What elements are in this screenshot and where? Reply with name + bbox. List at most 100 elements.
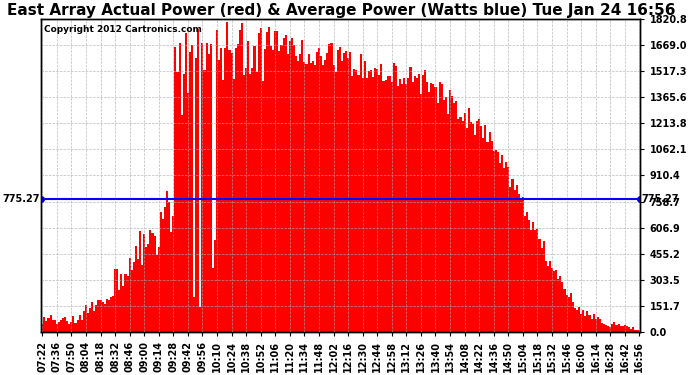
Bar bbox=[493, 151, 495, 332]
Bar bbox=[605, 325, 607, 332]
Bar bbox=[54, 320, 56, 332]
Bar bbox=[306, 63, 308, 332]
Bar bbox=[308, 54, 310, 332]
Bar bbox=[388, 76, 391, 332]
Bar bbox=[495, 150, 497, 332]
Bar bbox=[230, 53, 233, 332]
Bar bbox=[154, 236, 156, 332]
Bar bbox=[489, 132, 491, 332]
Bar bbox=[251, 68, 253, 332]
Bar bbox=[378, 75, 380, 332]
Bar bbox=[497, 152, 499, 332]
Bar bbox=[470, 122, 472, 332]
Bar bbox=[152, 233, 154, 332]
Bar bbox=[191, 45, 193, 332]
Bar bbox=[43, 317, 46, 332]
Bar bbox=[114, 268, 116, 332]
Bar bbox=[259, 28, 262, 332]
Bar bbox=[439, 82, 441, 332]
Bar bbox=[79, 315, 81, 332]
Bar bbox=[318, 48, 320, 332]
Bar bbox=[187, 93, 189, 332]
Bar bbox=[509, 187, 511, 332]
Bar bbox=[553, 272, 555, 332]
Bar bbox=[58, 322, 60, 332]
Bar bbox=[328, 44, 331, 332]
Bar bbox=[589, 315, 591, 332]
Bar bbox=[81, 320, 83, 332]
Bar bbox=[482, 138, 484, 332]
Bar bbox=[566, 295, 568, 332]
Bar bbox=[349, 52, 351, 332]
Bar bbox=[266, 32, 268, 332]
Bar bbox=[426, 81, 428, 332]
Title: East Array Actual Power (red) & Average Power (Watts blue) Tue Jan 24 16:56: East Array Actual Power (red) & Average … bbox=[7, 3, 675, 18]
Bar bbox=[520, 200, 522, 332]
Bar bbox=[416, 78, 418, 332]
Bar bbox=[281, 45, 283, 332]
Bar bbox=[580, 314, 582, 332]
Bar bbox=[607, 326, 609, 332]
Bar bbox=[145, 247, 148, 332]
Bar bbox=[351, 76, 353, 332]
Bar bbox=[418, 74, 420, 332]
Bar bbox=[578, 307, 580, 332]
Bar bbox=[505, 162, 507, 332]
Bar bbox=[511, 179, 513, 332]
Bar bbox=[264, 49, 266, 332]
Bar bbox=[179, 43, 181, 332]
Bar bbox=[355, 70, 357, 332]
Bar bbox=[141, 266, 143, 332]
Bar bbox=[447, 114, 449, 332]
Bar bbox=[347, 58, 349, 332]
Bar bbox=[574, 308, 576, 332]
Bar bbox=[339, 48, 341, 332]
Bar bbox=[170, 232, 172, 332]
Bar bbox=[613, 322, 615, 332]
Bar bbox=[64, 317, 66, 332]
Bar bbox=[126, 276, 128, 332]
Bar bbox=[393, 63, 395, 332]
Bar bbox=[576, 310, 578, 332]
Bar bbox=[183, 74, 185, 332]
Bar bbox=[536, 229, 538, 332]
Bar bbox=[239, 30, 241, 332]
Bar bbox=[293, 45, 295, 332]
Bar bbox=[77, 320, 79, 332]
Bar bbox=[632, 327, 634, 332]
Bar bbox=[609, 327, 611, 332]
Bar bbox=[249, 74, 251, 332]
Bar bbox=[428, 92, 431, 332]
Bar bbox=[255, 72, 257, 332]
Bar bbox=[316, 52, 318, 332]
Bar bbox=[593, 314, 595, 332]
Bar bbox=[391, 82, 393, 332]
Bar bbox=[314, 65, 316, 332]
Bar bbox=[289, 41, 291, 332]
Bar bbox=[235, 48, 237, 332]
Bar bbox=[241, 23, 243, 332]
Bar bbox=[62, 318, 64, 332]
Bar bbox=[374, 68, 376, 332]
Bar bbox=[618, 324, 620, 332]
Bar bbox=[299, 54, 302, 332]
Bar bbox=[52, 320, 54, 332]
Bar bbox=[143, 234, 145, 332]
Bar bbox=[451, 96, 453, 332]
Bar bbox=[70, 322, 72, 332]
Bar bbox=[376, 69, 378, 332]
Bar bbox=[624, 326, 626, 332]
Bar bbox=[620, 326, 622, 332]
Bar bbox=[433, 84, 435, 332]
Bar bbox=[168, 202, 170, 332]
Bar bbox=[324, 60, 326, 332]
Bar bbox=[243, 75, 245, 332]
Bar bbox=[333, 64, 335, 332]
Bar bbox=[437, 103, 439, 332]
Bar bbox=[597, 317, 599, 332]
Bar bbox=[108, 300, 110, 332]
Bar bbox=[626, 326, 628, 332]
Bar bbox=[291, 38, 293, 332]
Bar bbox=[464, 113, 466, 332]
Bar bbox=[326, 53, 328, 332]
